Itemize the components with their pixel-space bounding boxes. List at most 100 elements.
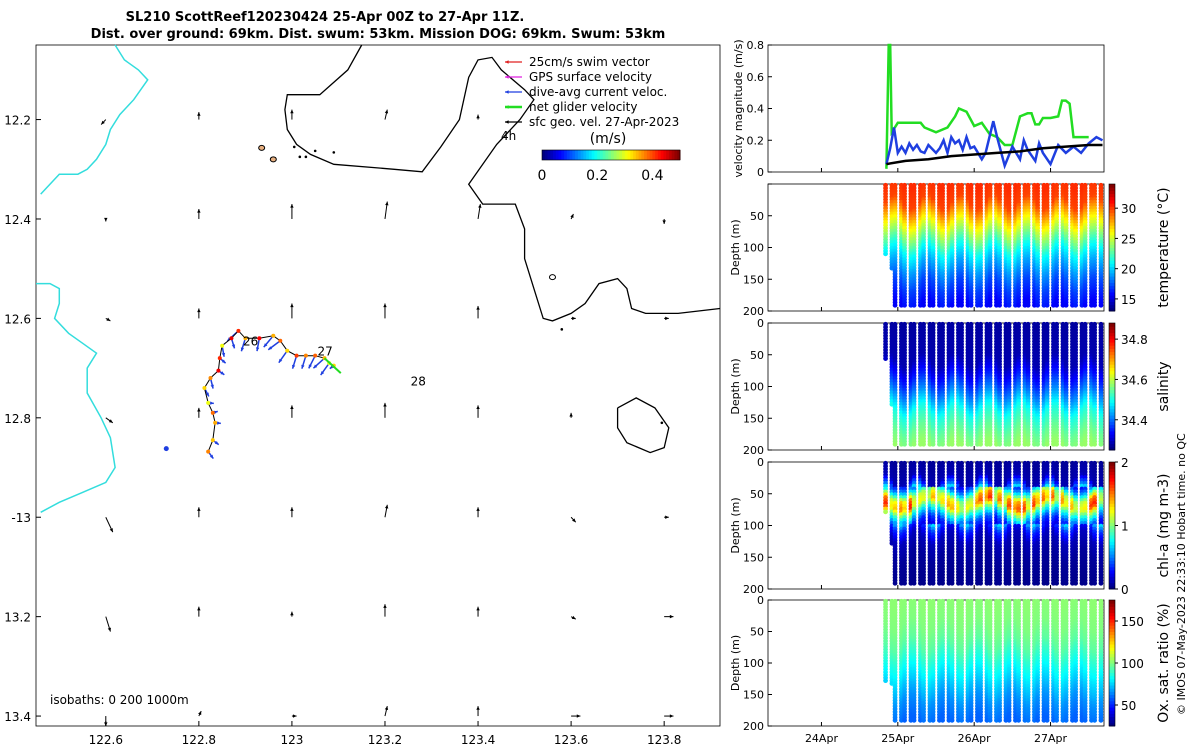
salinity-panel-dot bbox=[1025, 441, 1031, 447]
salinity-panel-dot bbox=[1006, 441, 1012, 447]
net-glider-vector bbox=[323, 357, 342, 374]
legend-label-3: net glider velocity bbox=[529, 100, 637, 114]
sfc-geo-arrow-8 bbox=[384, 201, 389, 220]
legend-label-4: sfc geo. vel. 27-Apr-2023 bbox=[529, 115, 679, 129]
salinity-panel-cbar-seg-31 bbox=[1109, 348, 1115, 353]
dive-avg-arrow-9-head bbox=[221, 352, 226, 357]
legend-arrow-1-head bbox=[505, 75, 509, 79]
sfc-geo-arrow-29 bbox=[476, 507, 480, 518]
map-ytick-label-0: 12.2 bbox=[4, 114, 31, 128]
salinity-panel-profiles bbox=[883, 321, 1104, 447]
salinity-panel-dot bbox=[1016, 441, 1022, 447]
reef-dot-5 bbox=[560, 328, 564, 331]
isobath-0 bbox=[284, 44, 721, 322]
salinity-panel-dot bbox=[978, 441, 983, 447]
map-colorbar-seg-28 bbox=[619, 150, 623, 160]
sfc-geo-arrow-4-head bbox=[476, 114, 480, 119]
map-colorbar-tick-2: 0.4 bbox=[641, 168, 663, 184]
map-colorbar-seg-33 bbox=[633, 150, 637, 160]
temperature-panel-dot bbox=[940, 302, 945, 308]
map-colorbar-seg-43 bbox=[660, 150, 664, 160]
sfc-geo-arrow-36 bbox=[476, 606, 480, 617]
temperature-panel-ytick-label-4: 200 bbox=[743, 305, 764, 318]
velocity-series-0 bbox=[885, 43, 1089, 169]
sfc-geo-arrow-1-head bbox=[197, 112, 201, 116]
temperature-panel-cbar-seg-14 bbox=[1109, 263, 1115, 268]
track-point-8 bbox=[217, 356, 222, 361]
salinity-panel-cbar-seg-8 bbox=[1109, 421, 1115, 426]
map-colorbar-seg-19 bbox=[594, 150, 598, 160]
sfc-geo-arrow-44 bbox=[571, 714, 581, 718]
temperature-panel-ctick-label-0: 15 bbox=[1121, 293, 1136, 307]
sfc-geo-arrow-6-head bbox=[197, 209, 201, 213]
track-point-2 bbox=[213, 420, 218, 425]
dive-avg-arrow-5-head bbox=[205, 392, 209, 397]
track-point-13 bbox=[257, 336, 262, 341]
salinity-panel-ctick-label-2: 34.8 bbox=[1121, 333, 1148, 347]
salinity-panel-cbar-seg-20 bbox=[1109, 383, 1115, 387]
temperature-panel-cbar-seg-27 bbox=[1109, 222, 1115, 226]
legend-arrow-3-head bbox=[505, 105, 509, 109]
map-colorbar-seg-30 bbox=[624, 150, 629, 160]
temperature-panel-dot bbox=[1082, 302, 1088, 308]
temperature-panel-cbar-seg-5 bbox=[1109, 291, 1115, 296]
track-point-12 bbox=[243, 336, 248, 341]
velocity-series-2 bbox=[886, 143, 1103, 166]
track-point-15 bbox=[278, 338, 283, 343]
temperature-panel-cbar-frame bbox=[1108, 183, 1116, 312]
day-label-27: 27 bbox=[318, 345, 333, 359]
sfc-geo-arrow-12-head bbox=[106, 317, 111, 321]
isobath-1 bbox=[616, 397, 670, 454]
sfc-geo-arrow-18 bbox=[664, 316, 669, 321]
salinity-panel-dot bbox=[1035, 441, 1041, 447]
salinity-panel-cbar-seg-25 bbox=[1109, 367, 1115, 372]
salinity-panel-cbar-seg-37 bbox=[1109, 329, 1115, 334]
legend-arrow-4-head bbox=[505, 120, 509, 124]
salinity-panel-ctick-label-0: 34.4 bbox=[1121, 414, 1148, 428]
salinity-panel-dot bbox=[1082, 441, 1088, 447]
temperature-panel-cbar-seg-28 bbox=[1109, 218, 1115, 223]
velocity-ytick-label-0: 0 bbox=[757, 166, 764, 179]
chla-panel-dot bbox=[911, 580, 917, 586]
map-xtick-label-1: 122.8 bbox=[182, 733, 216, 747]
sfc-geo-arrow-43 bbox=[476, 706, 480, 717]
salinity-panel-dot bbox=[911, 441, 917, 447]
salinity-panel-dot bbox=[892, 441, 898, 447]
track-point-11 bbox=[236, 328, 241, 333]
map-colorbar-frame bbox=[541, 149, 681, 161]
map-colorbar-seg-47 bbox=[671, 150, 675, 160]
dive-avg-arrow-18-head bbox=[301, 364, 305, 369]
salinity-panel-dot bbox=[883, 356, 888, 361]
salinity-panel-dot bbox=[959, 441, 964, 447]
sfc-geo-arrow-30-head bbox=[572, 518, 576, 523]
salinity-panel-cbar-seg-3 bbox=[1109, 437, 1115, 441]
legend-arrow-2-head bbox=[505, 90, 509, 94]
temperature-panel-clabel: temperature (°C) bbox=[1156, 187, 1172, 307]
sfc-geo-arrow-16-head bbox=[476, 305, 480, 310]
sfc-geo-arrow-5-head bbox=[104, 217, 108, 222]
temperature-panel-ctick-label-1: 20 bbox=[1121, 263, 1136, 277]
temperature-panel-cbar-seg-32 bbox=[1109, 206, 1115, 210]
map-colorbar-seg-12 bbox=[575, 150, 579, 160]
temperature-panel-dot bbox=[902, 302, 907, 308]
track-point-9 bbox=[220, 343, 225, 348]
map-colorbar-seg-25 bbox=[611, 150, 615, 160]
temperature-panel-dot bbox=[930, 302, 936, 308]
temperature-panel-cbar-seg-11 bbox=[1109, 272, 1115, 277]
sfc-geo-arrow-2 bbox=[290, 109, 294, 120]
dive-avg-arrow-18 bbox=[301, 355, 307, 369]
reef-dot-4 bbox=[332, 151, 336, 154]
sfc-geo-arrow-35-head bbox=[383, 604, 387, 608]
sfc-geo-arrow-33 bbox=[197, 606, 201, 617]
salinity-panel-cbar-seg-7 bbox=[1109, 424, 1115, 429]
salinity-panel-cbar-seg-24 bbox=[1109, 370, 1115, 375]
temperature-panel-cbar-seg-35 bbox=[1109, 196, 1115, 201]
start-marker bbox=[163, 446, 169, 452]
map-colorbar-seg-49 bbox=[677, 150, 681, 160]
temperature-panel-dot bbox=[1054, 302, 1060, 308]
sfc-geo-arrow-15 bbox=[383, 303, 387, 319]
map-colorbar-seg-40 bbox=[652, 150, 656, 160]
map-colorbar-seg-48 bbox=[674, 150, 678, 160]
sfc-geo-arrow-22 bbox=[383, 402, 387, 418]
